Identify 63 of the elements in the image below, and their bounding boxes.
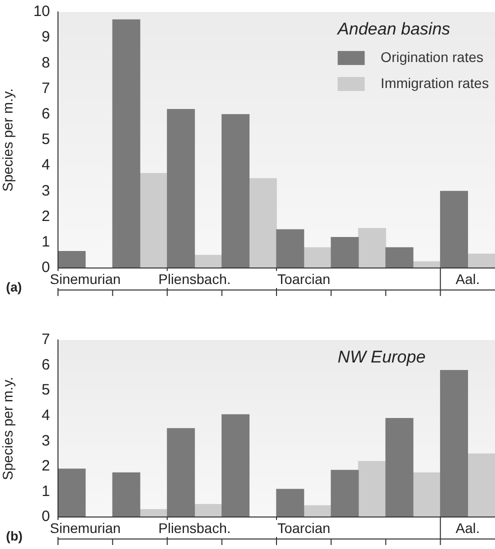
bar: [358, 461, 386, 517]
y-tick-label: 7: [42, 331, 50, 348]
bar: [166, 108, 195, 268]
bar: [303, 505, 332, 517]
x-tick-label: Aal.: [456, 520, 480, 536]
text: (b): [6, 528, 23, 544]
bar: [303, 247, 332, 268]
bar: [330, 470, 359, 517]
bar: [385, 418, 414, 517]
y-tick-label: 6: [42, 106, 50, 123]
y-tick-label: 1: [42, 482, 50, 500]
y-axis-title: Species per m.y.: [0, 88, 16, 192]
bar: [58, 468, 86, 517]
bar: [222, 114, 250, 268]
x-tick-label: Toarcian: [277, 520, 330, 536]
bar: [385, 247, 414, 268]
x-tick-label: Sinemurian: [50, 270, 121, 287]
bar: [140, 172, 168, 268]
x-tick-label: Aal.: [456, 270, 480, 287]
bar: [412, 472, 441, 517]
bar: [276, 229, 304, 268]
bar: [166, 428, 195, 517]
y-tick-label: 0: [42, 259, 50, 276]
y-tick-label: 3: [42, 182, 50, 200]
y-tick-label: 5: [42, 131, 50, 148]
bar: [248, 178, 277, 268]
x-tick-label: Pliensbach.: [158, 270, 231, 287]
x-tick-label: Toarcian: [277, 270, 330, 287]
y-tick-label: 0: [42, 508, 50, 526]
y-tick-label: 2: [42, 208, 50, 225]
y-tick-label: 4: [42, 407, 50, 424]
bar: [194, 254, 222, 268]
bar: [276, 488, 304, 517]
text: (a): [6, 280, 22, 295]
bar: [140, 509, 168, 517]
bar: [330, 236, 359, 268]
y-axis-title: Species per m.y.: [0, 376, 16, 480]
bar: [467, 254, 495, 268]
bar: [222, 414, 250, 517]
y-tick-label: 10: [33, 3, 50, 20]
y-tick-label: 2: [42, 458, 50, 475]
x-tick-label: Sinemurian: [50, 520, 121, 536]
y-tick-label: 3: [42, 432, 50, 450]
bar: [112, 472, 140, 517]
text: NW Europe: [338, 348, 426, 367]
bar: [358, 228, 386, 268]
text: Andean basins: [336, 20, 451, 39]
bar: [58, 251, 86, 268]
bar: [112, 19, 140, 268]
y-tick-label: 5: [42, 382, 50, 399]
legend-label: Origination rates: [380, 48, 484, 65]
y-tick-label: 1: [42, 234, 50, 251]
legend-label: Immigration rates: [380, 74, 489, 91]
x-tick-label: Pliensbach.: [158, 520, 231, 536]
y-tick-label: 6: [42, 356, 50, 374]
y-tick-label: 7: [42, 80, 50, 97]
y-tick-label: 8: [42, 54, 50, 72]
bar: [440, 190, 468, 268]
bar: [194, 504, 222, 517]
y-tick-label: 4: [42, 156, 50, 174]
bar: [467, 453, 495, 517]
bar: [440, 370, 468, 517]
y-tick-label: 9: [42, 28, 50, 46]
